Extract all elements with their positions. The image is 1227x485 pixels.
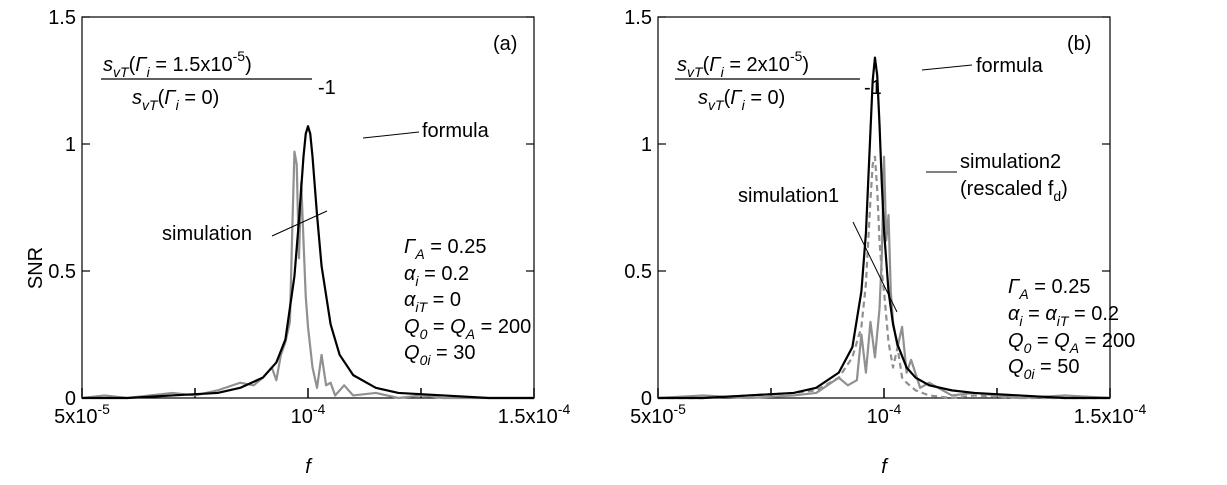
y-tick-label: 1 bbox=[641, 134, 652, 156]
panel-b-simulation2-note: (rescaled fd) bbox=[960, 178, 1068, 204]
svg-text:-1: -1 bbox=[318, 77, 336, 99]
panel-a-label: (a) bbox=[493, 33, 517, 55]
series-simulation2 bbox=[658, 155, 1110, 400]
panel-b-simulation1-leader bbox=[852, 221, 898, 313]
panel-a-parameters: ΓA = 0.25 αi = 0.2 αiT = 0 Q0 = QA = 200… bbox=[404, 236, 531, 368]
panel-a-formula-fraction: svT(Γi = 1.5x10-5) svT(Γi = 0) -1 bbox=[101, 48, 336, 113]
panel-b-formula-leader bbox=[921, 64, 973, 71]
svg-text:svT(Γi = 0): svT(Γi = 0) bbox=[698, 87, 785, 113]
panel-a-x-axis-label: f bbox=[305, 456, 313, 478]
panel-a-formula-label: formula bbox=[422, 120, 490, 142]
panel-b-parameters: ΓA = 0.25 αi = αiT = 0.2 Q0 = QA = 200 Q… bbox=[1008, 276, 1135, 382]
svg-text:Q0i = 30: Q0i = 30 bbox=[404, 342, 476, 368]
svg-text:ΓA = 0.25: ΓA = 0.25 bbox=[404, 236, 486, 262]
svg-text:svT(Γi = 0): svT(Γi = 0) bbox=[132, 87, 219, 113]
x-tick-label: 10-4 bbox=[291, 401, 326, 428]
panel-b-x-ticks: 5x10-5 10-4 1.5x10-4 bbox=[630, 388, 1146, 428]
svg-text:αiT = 0: αiT = 0 bbox=[404, 289, 461, 315]
x-tick-label: 1.5x10-4 bbox=[498, 401, 571, 428]
panel-a-series bbox=[81, 125, 534, 400]
y-tick-label: 1 bbox=[65, 134, 76, 156]
panel-a-simulation-leader bbox=[271, 210, 328, 237]
panel-a-simulation-label: simulation bbox=[162, 223, 252, 245]
svg-text:αi = 0.2: αi = 0.2 bbox=[404, 263, 469, 289]
svg-text:ΓA = 0.25: ΓA = 0.25 bbox=[1008, 276, 1090, 302]
panel-b-simulation2-label: simulation2 bbox=[960, 151, 1061, 173]
svg-text:Q0i = 50: Q0i = 50 bbox=[1008, 356, 1080, 382]
svg-text:svT(Γi = 1.5x10-5): svT(Γi = 1.5x10-5) bbox=[103, 48, 252, 80]
x-tick-label: 5x10-5 bbox=[630, 401, 686, 428]
svg-text:αi = αiT = 0.2: αi = αiT = 0.2 bbox=[1008, 303, 1119, 329]
x-tick-label: 1.5x10-4 bbox=[1074, 401, 1147, 428]
series-formula bbox=[658, 56, 1110, 400]
svg-text:Q0 = QA = 200: Q0 = QA = 200 bbox=[1008, 330, 1135, 356]
panel-b: 0 0.5 1 1.5 5x10-5 10-4 1.5x10-4 (b) svT(Γi =… bbox=[624, 7, 1146, 428]
series-simulation1 bbox=[657, 155, 1111, 400]
panel-a-y-ticks: 0 0.5 1 1.5 bbox=[48, 7, 534, 410]
y-tick-label: 0.5 bbox=[48, 261, 76, 283]
panel-b-label: (b) bbox=[1067, 33, 1091, 55]
svg-text:Q0 = QA = 200: Q0 = QA = 200 bbox=[404, 316, 531, 342]
y-tick-label: 0 bbox=[65, 388, 76, 410]
y-tick-label: 0.5 bbox=[624, 261, 652, 283]
panel-a: 0 0.5 1 1.5 5x10-5 10-4 1.5x10-4 (a) svT(Γi =… bbox=[48, 7, 570, 428]
svg-text:svT(Γi = 2x10-5): svT(Γi = 2x10-5) bbox=[677, 48, 809, 80]
y-tick-label: 0 bbox=[641, 388, 652, 410]
x-tick-label: 10-4 bbox=[867, 401, 902, 428]
y-tick-label: 1.5 bbox=[624, 7, 652, 29]
series-formula bbox=[82, 125, 534, 400]
series-simulation bbox=[81, 150, 534, 400]
panel-b-simulation1-label: simulation1 bbox=[738, 185, 839, 207]
svg-text:-1: -1 bbox=[864, 77, 882, 99]
panel-b-formula-label: formula bbox=[976, 55, 1044, 77]
panel-b-series bbox=[657, 56, 1111, 400]
panel-a-formula-leader bbox=[362, 131, 420, 139]
y-tick-label: 1.5 bbox=[48, 7, 76, 29]
x-tick-label: 5x10-5 bbox=[54, 401, 110, 428]
panel-b-formula-fraction: svT(Γi = 2x10-5) svT(Γi = 0) -1 bbox=[675, 48, 882, 113]
y-axis-label: SNR bbox=[25, 247, 47, 289]
panel-b-x-axis-label: f bbox=[881, 456, 889, 478]
panel-a-x-ticks: 5x10-5 10-4 1.5x10-4 bbox=[54, 388, 570, 428]
